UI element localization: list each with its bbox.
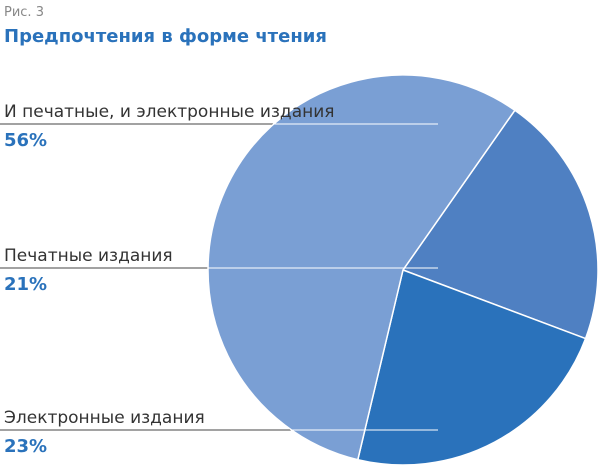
category-label: Электронные издания: [4, 408, 205, 428]
chart-caption: Рис. 3: [4, 5, 44, 20]
pie-slice: [401, 109, 599, 340]
value-label: 56%: [4, 130, 47, 151]
value-label: 23%: [4, 436, 47, 457]
pie-slice: [207, 74, 516, 461]
category-label: Печатные издания: [4, 246, 173, 266]
chart-title: Предпочтения в форме чтения: [4, 26, 327, 47]
labels: И печатные, и электронные издания 56% Печа…: [4, 102, 438, 457]
value-label: 21%: [4, 274, 47, 295]
pie-slice: [356, 268, 587, 466]
category-label: И печатные, и электронные издания: [4, 102, 335, 122]
pie: [207, 74, 599, 466]
